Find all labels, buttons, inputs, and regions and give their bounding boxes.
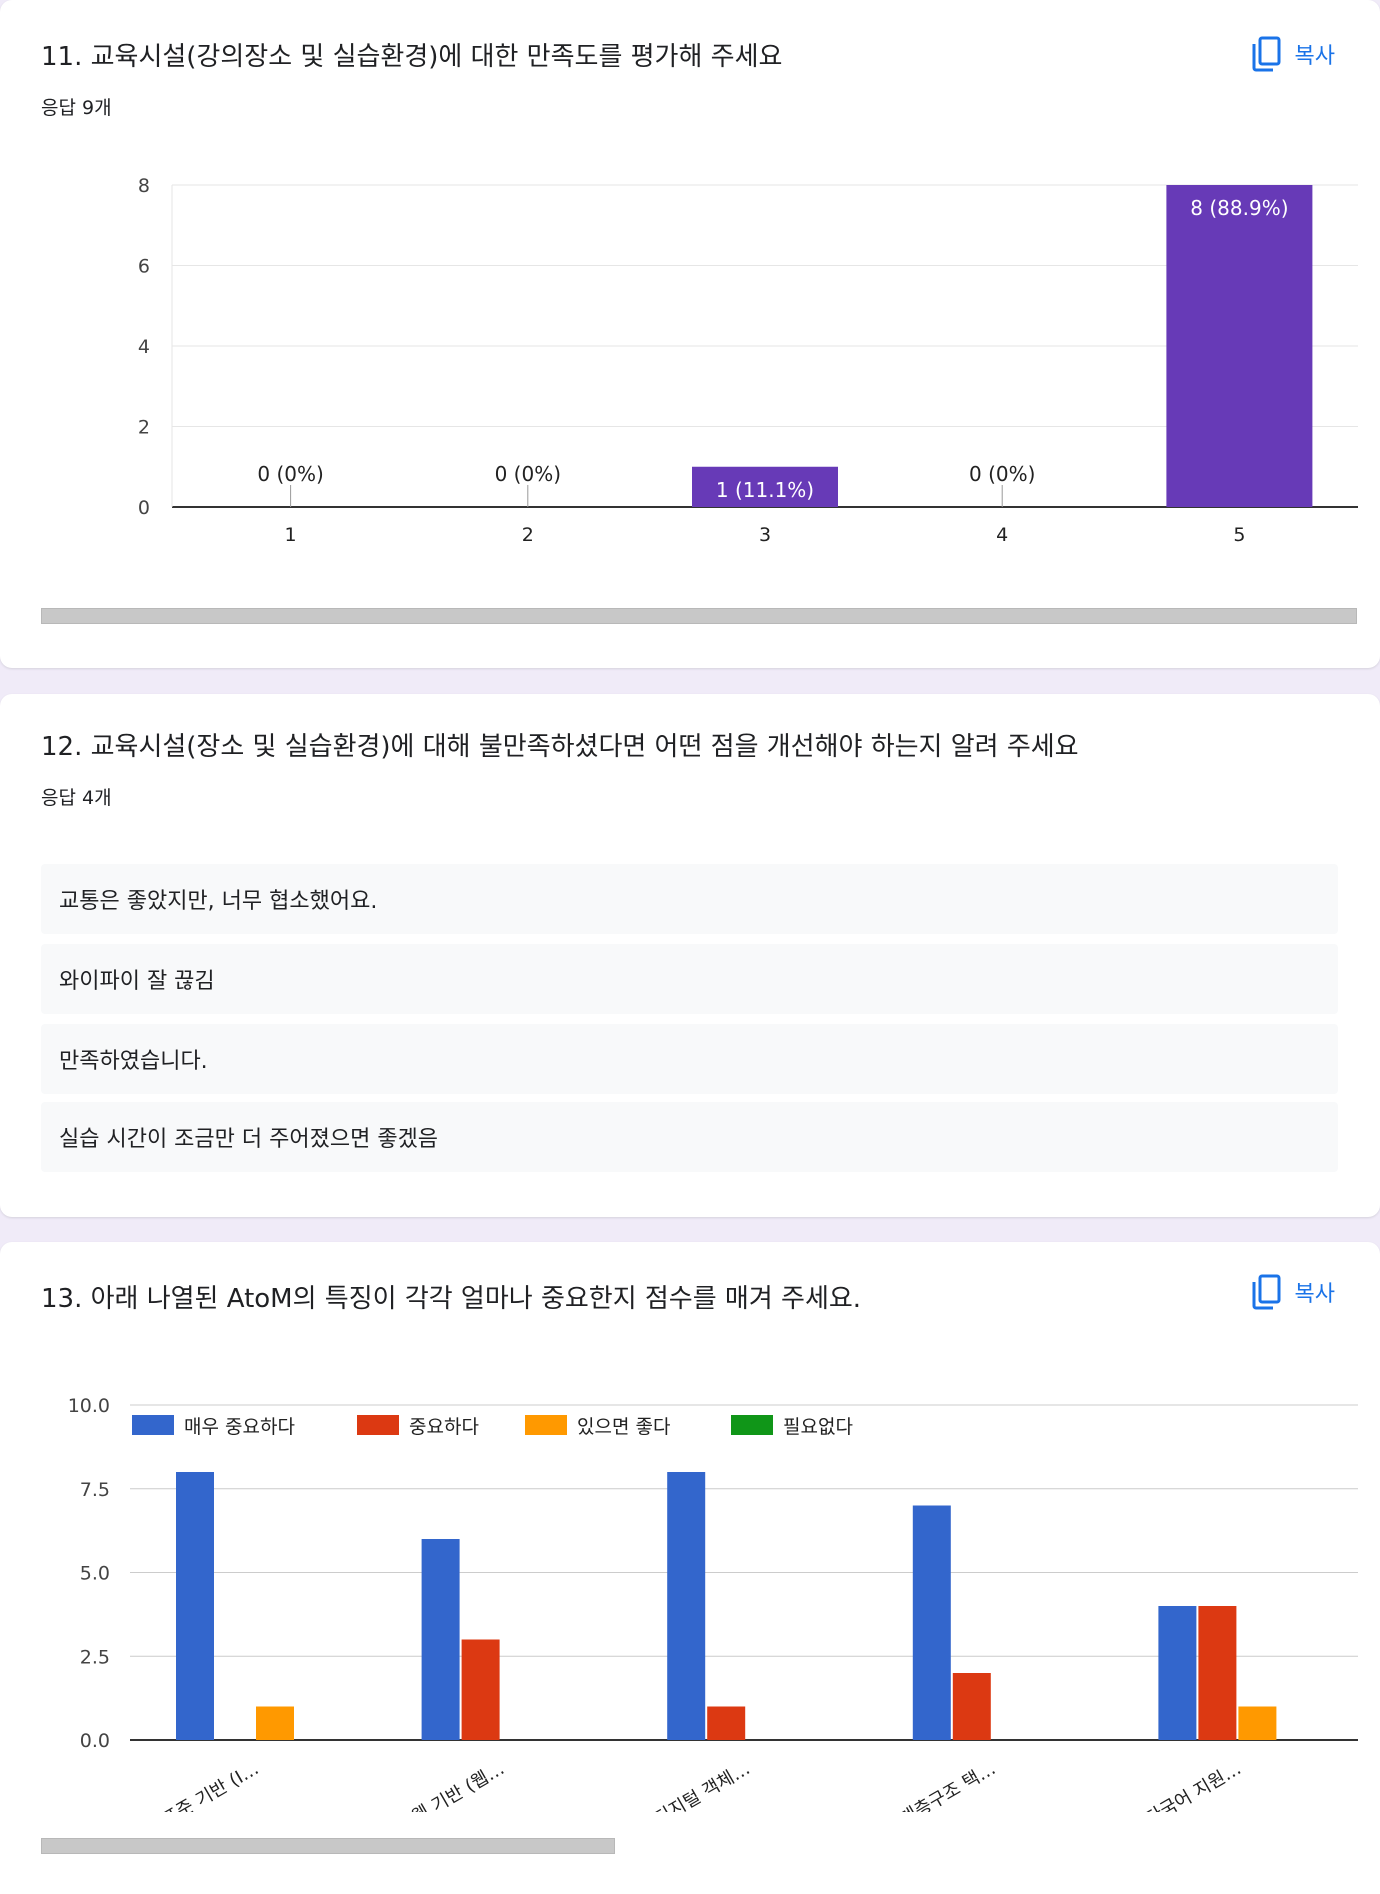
y-tick-label: 6 [138, 256, 150, 278]
data-label: 8 (88.9%) [1190, 196, 1288, 220]
y-tick-label: 5.0 [80, 1563, 110, 1585]
x-tick-label: 4 [996, 524, 1008, 546]
question-card-13: 13. 아래 나열된 AtoM의 특징이 각각 얼마나 중요한지 점수를 매겨 … [0, 1242, 1380, 1894]
bar [256, 1706, 294, 1740]
copy-chart-button[interactable]: 복사 [1251, 1274, 1335, 1310]
x-tick-label: 다국어 지원… [1142, 1758, 1245, 1812]
horizontal-scrollbar[interactable] [41, 608, 1357, 624]
legend-label: 필요없다 [783, 1416, 853, 1438]
copy-chart-button[interactable]: 복사 [1251, 36, 1335, 72]
data-label: 0 (0%) [495, 462, 561, 486]
bar [1198, 1606, 1237, 1740]
bar [1158, 1606, 1197, 1740]
y-tick-label: 10.0 [68, 1395, 110, 1417]
bar [912, 1505, 951, 1740]
question-card-11: 11. 교육시설(강의장소 및 실습환경)에 대한 만족도를 평가해 주세요 응… [0, 0, 1380, 668]
x-tick-label: 5 [1233, 524, 1245, 546]
y-tick-label: 2.5 [80, 1646, 110, 1668]
bar [667, 1472, 706, 1740]
horizontal-scrollbar[interactable] [41, 1838, 615, 1854]
copy-label: 복사 [1294, 1282, 1335, 1307]
text-response: 와이파이 잘 끊김 [41, 944, 1338, 1014]
legend-label: 매우 중요하다 [184, 1416, 295, 1438]
copy-icon [1251, 1274, 1281, 1310]
legend-label: 중요하다 [409, 1416, 479, 1438]
x-tick-label: 디지털 객체… [651, 1758, 754, 1812]
question-title: 12. 교육시설(장소 및 실습환경)에 대해 불만족하셨다면 어떤 점을 개선… [41, 732, 1079, 762]
response-count: 응답 9개 [41, 97, 112, 119]
text-response: 교통은 좋았지만, 너무 협소했어요. [41, 864, 1338, 934]
bar [421, 1539, 460, 1740]
question-title: 11. 교육시설(강의장소 및 실습환경)에 대한 만족도를 평가해 주세요 [41, 42, 783, 72]
bar [1238, 1706, 1277, 1740]
legend-swatch [132, 1415, 174, 1435]
question-card-12: 12. 교육시설(장소 및 실습환경)에 대해 불만족하셨다면 어떤 점을 개선… [0, 694, 1380, 1217]
legend-swatch [357, 1415, 399, 1435]
y-tick-label: 7.5 [80, 1479, 110, 1501]
response-count: 응답 4개 [41, 787, 112, 809]
feature-importance-chart: 0.0 2.5 5.0 7.5 10.0 매우 중요하다 중요하다 있으면 좋다 필요없다표준 … [68, 1395, 1358, 1812]
question-title: 13. 아래 나열된 AtoM의 특징이 각각 얼마나 중요한지 점수를 매겨 … [41, 1284, 862, 1314]
data-label: 0 (0%) [257, 462, 323, 486]
bar [176, 1472, 214, 1740]
text-response: 만족하였습니다. [41, 1024, 1338, 1094]
legend-swatch [525, 1415, 567, 1435]
x-tick-label: 2 [522, 524, 534, 546]
y-tick-label: 2 [138, 417, 150, 439]
x-tick-label: 1 [285, 524, 297, 546]
y-tick-label: 4 [138, 336, 150, 358]
x-tick-label: 계층구조 택… [897, 1758, 1000, 1812]
y-tick-label: 0 [138, 497, 150, 519]
text-response: 실습 시간이 조금만 더 주어졌으면 좋겠음 [41, 1102, 1338, 1172]
data-label: 1 (11.1%) [716, 478, 814, 502]
x-tick-label: 웹 기반 (웹… [409, 1758, 508, 1812]
x-tick-label: 3 [759, 524, 771, 546]
data-label: 0 (0%) [969, 462, 1035, 486]
copy-label: 복사 [1294, 44, 1335, 69]
bar [461, 1639, 500, 1740]
legend-swatch [731, 1415, 773, 1435]
x-tick-label: 표준 기반 (I… [158, 1758, 262, 1812]
legend-label: 있으면 좋다 [577, 1416, 670, 1438]
y-tick-label: 8 [138, 175, 150, 197]
satisfaction-bar-chart: 0 2 4 6 8 0 (0%) 1 0 (0%) 2 1 (11.1%) 3 0 (0%) 4 8 (8… [138, 175, 1358, 546]
y-tick-label: 0.0 [80, 1730, 110, 1752]
bar [1166, 185, 1313, 507]
copy-icon [1251, 36, 1281, 72]
bar [952, 1673, 991, 1740]
bar [692, 466, 838, 507]
bar [707, 1706, 746, 1740]
